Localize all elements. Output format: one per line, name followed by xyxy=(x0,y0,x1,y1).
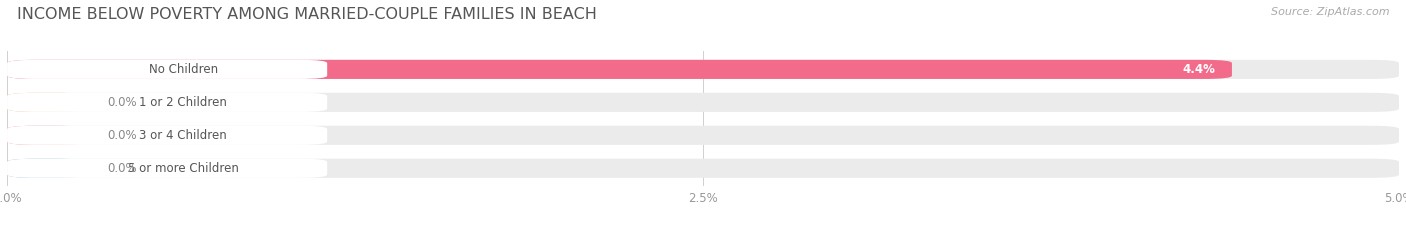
Text: 1 or 2 Children: 1 or 2 Children xyxy=(139,96,226,109)
FancyBboxPatch shape xyxy=(7,93,328,112)
FancyBboxPatch shape xyxy=(7,60,1232,79)
FancyBboxPatch shape xyxy=(7,60,1399,79)
Text: 5 or more Children: 5 or more Children xyxy=(128,162,239,175)
FancyBboxPatch shape xyxy=(7,159,1399,178)
FancyBboxPatch shape xyxy=(7,159,84,178)
Text: Source: ZipAtlas.com: Source: ZipAtlas.com xyxy=(1271,7,1389,17)
FancyBboxPatch shape xyxy=(7,93,1399,112)
FancyBboxPatch shape xyxy=(7,93,84,112)
Text: INCOME BELOW POVERTY AMONG MARRIED-COUPLE FAMILIES IN BEACH: INCOME BELOW POVERTY AMONG MARRIED-COUPL… xyxy=(17,7,596,22)
Text: No Children: No Children xyxy=(149,63,218,76)
Text: 4.4%: 4.4% xyxy=(1182,63,1215,76)
FancyBboxPatch shape xyxy=(7,159,328,178)
Text: 0.0%: 0.0% xyxy=(107,162,136,175)
Text: 0.0%: 0.0% xyxy=(107,129,136,142)
FancyBboxPatch shape xyxy=(7,126,328,145)
FancyBboxPatch shape xyxy=(7,126,84,145)
Text: 0.0%: 0.0% xyxy=(107,96,136,109)
FancyBboxPatch shape xyxy=(7,126,1399,145)
FancyBboxPatch shape xyxy=(7,60,328,79)
Text: 3 or 4 Children: 3 or 4 Children xyxy=(139,129,226,142)
